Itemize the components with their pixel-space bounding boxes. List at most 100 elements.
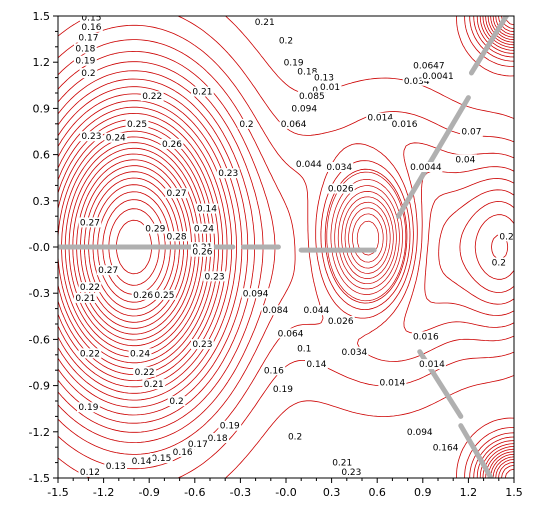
contour-label-background <box>78 217 102 228</box>
contour-label-background <box>192 223 216 234</box>
contour-label-background <box>191 339 214 350</box>
contour-line <box>58 16 514 478</box>
contour-label-background <box>412 60 446 71</box>
contour-label-background <box>312 72 336 83</box>
contour-label: 0.0041 <box>422 72 454 82</box>
contour-line <box>64 142 204 352</box>
contour-label-background <box>390 118 419 129</box>
contour-label-background <box>79 68 98 79</box>
contour-label-background <box>143 223 167 234</box>
contour-label-background <box>305 359 328 370</box>
contour-label-background <box>142 379 166 390</box>
contour-label: 0.16 <box>81 23 101 33</box>
contour-line <box>352 213 384 263</box>
contour-label-background <box>104 132 128 143</box>
contour-label: 0.17 <box>188 440 208 450</box>
contour-label: 0.094 <box>407 428 433 438</box>
y-axis: 1.5 1.2 0.9 0.6 0.3 -0.0 -0.3 -0.6 -0.9 -1.2 -1.5 <box>29 10 58 485</box>
x-tick-label: -0.6 <box>184 486 205 499</box>
contour-label: 0.25 <box>127 120 147 130</box>
contour-label-background <box>340 346 369 357</box>
contour-label-background <box>171 446 195 457</box>
contour-label-background <box>77 402 100 413</box>
contour-line <box>88 177 180 317</box>
contour-label-background <box>261 305 290 316</box>
y-tick-label: -0.6 <box>29 333 50 346</box>
contour-label: 0.044 <box>296 160 322 170</box>
reaction-path-segment <box>458 423 494 478</box>
contour-label: 0.19 <box>75 57 95 67</box>
x-tick-label: -0.3 <box>230 486 251 499</box>
y-tick-label: -1.5 <box>29 472 50 485</box>
contour-label-background <box>417 359 446 370</box>
contour-line <box>330 179 403 295</box>
reaction-path-segment <box>468 16 509 76</box>
contour-label-background <box>165 188 188 199</box>
contour-label: 0.034 <box>342 348 368 358</box>
contour-label: 0.14 <box>197 205 217 215</box>
contour-label-background <box>203 271 226 282</box>
contour-label: 0.22 <box>135 368 155 378</box>
contour-label-background <box>330 457 354 468</box>
contour-label: 0.1 <box>297 345 311 355</box>
y-tick-label: -1.2 <box>29 426 50 439</box>
contour-label-background <box>218 420 242 431</box>
contour-label-background <box>80 21 103 32</box>
x-tick-label: -1.5 <box>47 486 68 499</box>
contour-label: 0.16 <box>173 448 193 458</box>
contour-label: 0.094 <box>243 289 269 299</box>
contour-label-background <box>302 305 331 316</box>
contour-label-background <box>405 426 434 437</box>
contour-label: 0.23 <box>192 340 212 350</box>
contour-label: 0.2 <box>492 258 506 268</box>
contour-label-background <box>73 292 97 303</box>
contour-label-background <box>104 460 128 471</box>
contour-line <box>72 153 196 341</box>
contour-label: 0.2 <box>169 397 183 407</box>
contour-label: 0.21 <box>192 88 212 98</box>
y-tick-label: -0.0 <box>29 241 50 254</box>
contour-label: 0.28 <box>167 232 187 242</box>
contour-label-background <box>96 265 120 276</box>
contour-label-background <box>262 365 286 376</box>
contour-label: 0.014 <box>380 379 406 389</box>
contour-line <box>80 165 189 329</box>
contour-line <box>341 196 394 279</box>
contour-label: 0.0044 <box>410 163 442 173</box>
x-tick-label: 1.2 <box>460 486 478 499</box>
contour-label: 0.014 <box>419 360 445 370</box>
contour-label: 0.026 <box>328 185 354 195</box>
contour-label: 0.22 <box>80 349 100 359</box>
contour-label-background <box>339 466 363 477</box>
contour-label-background <box>421 71 455 82</box>
contour-label: 0.13 <box>314 74 334 84</box>
y-tick-label: -0.3 <box>29 287 50 300</box>
x-tick-label: 0.3 <box>323 486 341 499</box>
contour-label: 0.23 <box>341 468 361 478</box>
contour-label-background <box>73 55 97 66</box>
contour-label-background <box>453 154 477 165</box>
contour-label: 0.13 <box>106 462 126 472</box>
contour-line <box>58 16 514 478</box>
contour-line <box>58 16 514 478</box>
contour-label-background <box>241 288 270 299</box>
contour-label: 0.24 <box>194 225 214 235</box>
contour-label-background <box>290 103 319 114</box>
contour-label-background <box>73 43 97 54</box>
contour-label: 0.22 <box>80 283 100 293</box>
contour-label: 0.085 <box>299 92 325 102</box>
contour-label-background <box>409 162 443 172</box>
contour-label: 0.2 <box>239 120 253 130</box>
contour-label: 0.18 <box>75 44 95 54</box>
contour-label: 0.016 <box>392 120 418 130</box>
contour-label-background <box>297 91 326 102</box>
contour-label: 0.034 <box>404 77 430 87</box>
contour-label: 0.26 <box>133 291 153 301</box>
contour-label: 0.22 <box>142 92 162 102</box>
contour-line <box>61 136 208 358</box>
contour-label: 0.18 <box>297 68 317 78</box>
contour-label: 0.23 <box>218 169 238 179</box>
contour-label-background <box>271 383 295 394</box>
contour-label-background <box>498 231 514 242</box>
